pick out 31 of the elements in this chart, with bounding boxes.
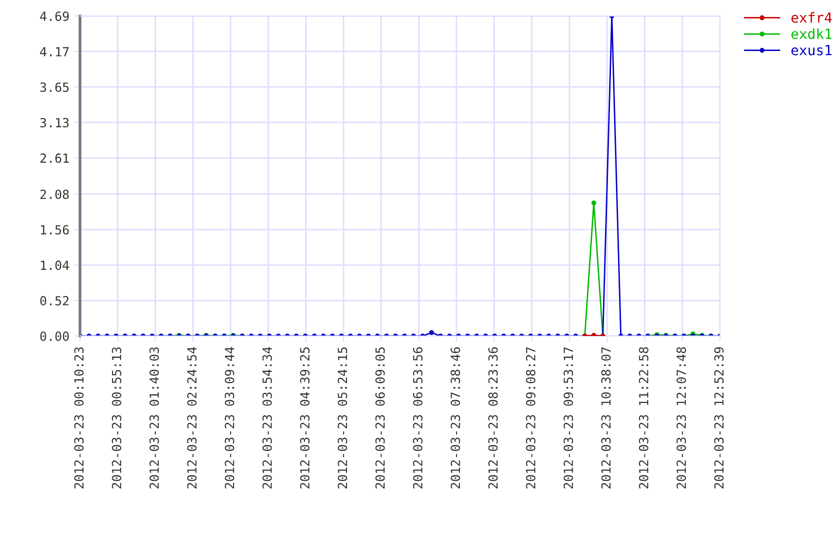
x-tick-label: 2012-03-23 10:38:07 — [601, 347, 611, 488]
legend-label: exfr4 — [791, 12, 832, 23]
x-tick-label: 2012-03-23 00:10:23 — [74, 347, 84, 488]
x-tick-label: 2012-03-23 02:24:54 — [187, 347, 197, 488]
y-tick-label: 3.65 — [40, 82, 69, 92]
y-tick-label: 3.13 — [40, 118, 69, 128]
x-tick-label: 2012-03-23 04:39:25 — [300, 347, 310, 488]
y-tick-label: 4.17 — [40, 47, 69, 56]
y-tick-label: 1.56 — [40, 225, 69, 235]
x-tick-label: 2012-03-23 12:07:48 — [676, 347, 686, 488]
x-tick-label: 2012-03-23 09:08:27 — [526, 347, 536, 488]
y-tick-label: 2.08 — [40, 190, 69, 200]
legend-label: exdk1 — [791, 28, 832, 40]
x-tick-label: 2012-03-23 07:38:46 — [450, 347, 460, 488]
y-tick-label: 2.61 — [40, 153, 69, 163]
x-tick-label: 2012-03-23 06:53:56 — [413, 347, 422, 488]
x-tick-label: 2012-03-23 09:53:17 — [564, 347, 574, 488]
x-tick-label: 2012-03-23 00:55:13 — [112, 347, 122, 488]
x-tick-label: 2012-03-23 08:23:36 — [488, 347, 498, 488]
x-tick-label: 2012-03-23 11:22:58 — [638, 347, 648, 488]
x-tick-label: 2012-03-23 05:24:15 — [338, 347, 348, 488]
x-tick-label: 2012-03-23 01:40:03 — [149, 347, 159, 488]
y-tick-label: 4.69 — [40, 12, 69, 21]
y-tick-label: 1.04 — [40, 260, 69, 270]
legend-label: exus1 — [791, 45, 832, 56]
x-tick-label: 2012-03-23 03:09:44 — [224, 347, 234, 488]
x-tick-label: 2012-03-23 12:52:39 — [714, 347, 724, 488]
y-tick-label: 0.00 — [40, 332, 69, 341]
x-tick-label: 2012-03-23 03:54:34 — [262, 347, 272, 488]
x-tick-label: 2012-03-23 06:09:05 — [375, 347, 385, 488]
y-tick-label: 0.52 — [40, 296, 69, 306]
